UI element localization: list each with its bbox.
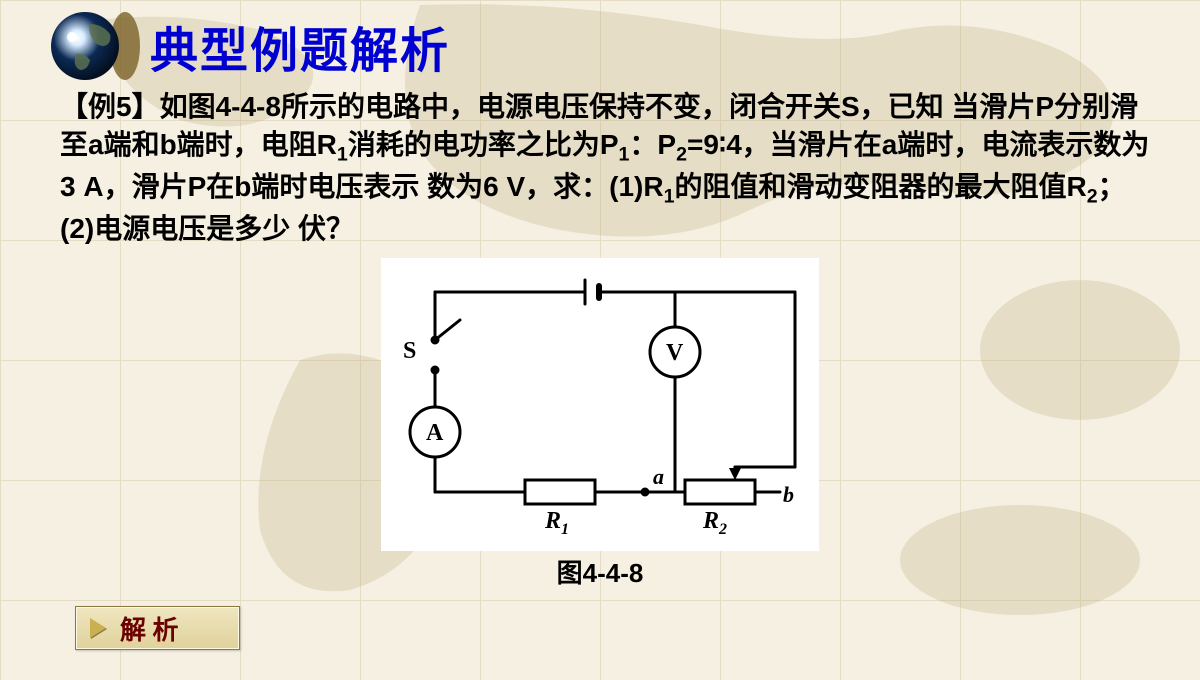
example-label: 【例5】 [60,91,160,122]
circuit-figure: S A V R1 R2 a b 图4-4-8 [0,258,1200,590]
problem-sub1: 1 [337,143,348,165]
label-R2-sub: 2 [718,521,727,538]
svg-text:R2: R2 [702,508,727,538]
problem-sub5: 2 [1087,185,1098,207]
label-a: a [653,464,664,489]
play-triangle-icon [90,618,106,638]
circuit-diagram: S A V R1 R2 a b [385,262,815,542]
analysis-button[interactable]: 解 析 [75,606,240,650]
figure-caption: 图4-4-8 [0,553,1200,590]
svg-text:R1: R1 [544,508,569,538]
problem-p5: 的阻值和滑动变阻器的最大阻值R [675,171,1087,202]
problem-sub2: 1 [619,143,630,165]
label-R1-sub: 1 [561,521,569,538]
problem-sub4: 1 [664,185,675,207]
problem-p2: 消耗的电功率之比为P [348,129,619,160]
label-S: S [403,338,416,364]
label-R1: R [544,508,561,534]
label-A: A [426,420,444,446]
problem-text: 【例5】如图4-4-8所示的电路中，电源电压保持不变，闭合开关S，已知 当滑片P… [0,82,1200,248]
problem-p3: ：P [629,129,676,160]
problem-sub3: 2 [676,143,687,165]
section-title: 典型例题解析 [150,11,450,81]
globe-icon [30,10,140,82]
label-b: b [783,482,794,507]
analysis-button-label: 解 析 [120,610,179,647]
slide-header: 典型例题解析 [0,0,1200,82]
label-V: V [666,340,684,366]
label-R2: R [702,508,719,534]
